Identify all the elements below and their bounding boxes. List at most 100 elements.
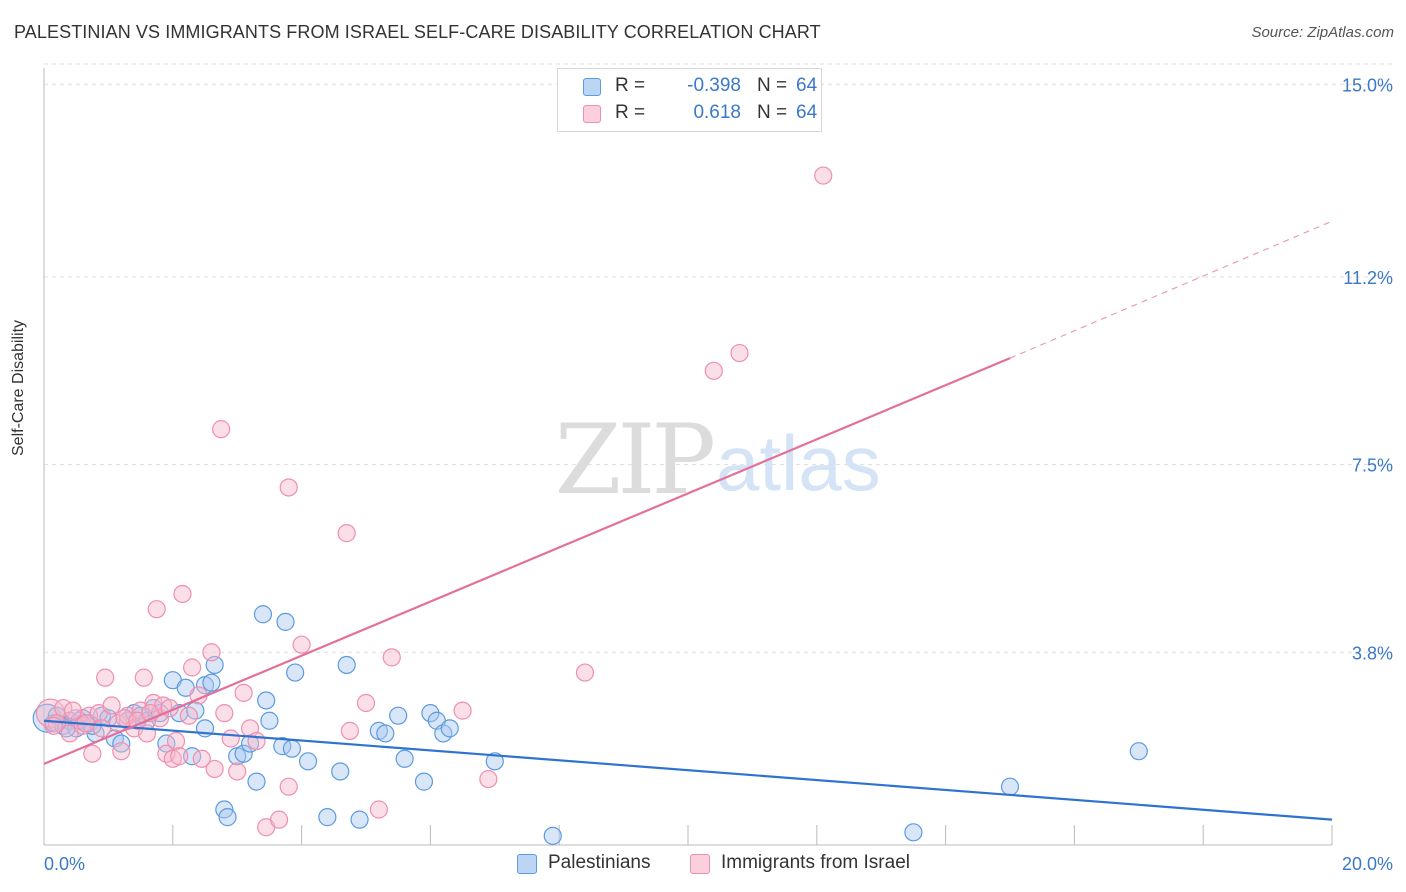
data-point — [112, 734, 131, 753]
data-point — [44, 716, 63, 735]
legend-n-label: N = — [757, 102, 788, 123]
data-point — [73, 716, 92, 735]
data-point — [92, 719, 112, 738]
legend-r-value: 0.618 — [693, 102, 741, 123]
data-point — [298, 752, 318, 771]
legend-r-value: -0.398 — [687, 75, 741, 96]
data-point — [218, 808, 237, 827]
data-point — [212, 420, 231, 439]
x-tick-label: 20.0% — [1342, 854, 1393, 874]
data-point — [292, 635, 311, 654]
legend-n-value: 64 — [796, 102, 818, 123]
data-point — [202, 643, 221, 662]
data-point — [1000, 777, 1020, 796]
bottom-legend-label: Palestinians — [548, 852, 651, 873]
data-point — [479, 769, 498, 789]
watermark: ZIP atlas — [555, 404, 881, 516]
bottom-legend-swatch-pink — [690, 854, 710, 874]
y-tick-label: 11.2% — [1343, 268, 1393, 288]
data-point — [282, 739, 302, 758]
trend-line-extension — [1009, 220, 1333, 359]
data-point — [337, 655, 356, 675]
y-tick-label: 3.8% — [1352, 643, 1393, 663]
data-point — [904, 823, 923, 842]
data-point — [183, 658, 202, 677]
data-point — [440, 719, 459, 738]
data-point — [205, 759, 224, 779]
data-point — [356, 693, 376, 713]
data-point — [395, 749, 414, 768]
data-point — [485, 752, 504, 771]
data-point — [337, 524, 356, 543]
grid-lines — [44, 63, 1393, 653]
x-tick-label: 0.0% — [44, 854, 85, 874]
legend-swatch-pink — [583, 105, 601, 123]
data-point — [704, 361, 723, 380]
y-axis-label: Self-Care Disability — [10, 319, 27, 456]
data-point — [234, 683, 253, 702]
legend-r-label: R = — [615, 102, 646, 123]
watermark-atlas: atlas — [716, 419, 881, 507]
legend-n-label: N = — [757, 75, 788, 96]
data-point — [215, 704, 234, 723]
data-point — [166, 731, 186, 751]
data-point — [543, 826, 562, 845]
data-point — [276, 612, 295, 631]
data-point — [575, 663, 595, 682]
data-point — [1129, 742, 1148, 761]
data-point — [331, 762, 350, 781]
data-point — [376, 724, 395, 743]
data-point — [112, 742, 131, 761]
data-point — [47, 706, 66, 725]
legend-r-label: R = — [615, 75, 646, 96]
data-point — [147, 600, 166, 619]
data-point — [63, 701, 83, 720]
data-point — [257, 691, 276, 710]
data-point — [730, 343, 749, 363]
data-point — [228, 762, 247, 781]
y-tick-label: 15.0% — [1342, 75, 1393, 95]
data-point — [179, 706, 198, 725]
data-point — [279, 478, 298, 497]
chart-title: PALESTINIAN VS IMMIGRANTS FROM ISRAEL SE… — [14, 22, 821, 42]
data-point — [279, 777, 298, 796]
data-point — [134, 668, 153, 687]
data-point — [382, 648, 401, 667]
data-point — [814, 166, 833, 185]
data-point — [260, 711, 279, 730]
data-point — [173, 584, 192, 604]
data-point — [350, 810, 369, 829]
legend-n-value: 64 — [796, 75, 818, 96]
chart-source: Source: ZipAtlas.com — [1251, 24, 1394, 41]
data-point — [286, 663, 305, 682]
data-point — [269, 810, 289, 829]
data-point — [453, 701, 472, 720]
series-immigrants-from-israel — [35, 166, 833, 837]
y-tick-label: 7.5% — [1352, 456, 1393, 476]
tick-labels: 3.8% 7.5% 11.2% 15.0% 0.0% 20.0% — [44, 75, 1393, 874]
series-palestinians — [32, 605, 1148, 845]
trend-line — [43, 719, 1333, 821]
correlation-legend: R = -0.398 N = 64 R = 0.618 N = 64 — [557, 68, 822, 132]
data-point — [389, 706, 408, 725]
data-point — [369, 800, 388, 819]
bottom-legend-swatch-blue — [517, 854, 537, 874]
data-point — [421, 704, 440, 723]
legend-swatch-blue — [583, 78, 601, 96]
data-point — [192, 749, 211, 768]
data-point — [96, 668, 115, 687]
data-point — [340, 721, 359, 740]
data-point — [102, 696, 121, 715]
trend-line — [43, 357, 1011, 765]
data-point — [83, 744, 102, 763]
data-point — [202, 673, 221, 692]
data-point — [234, 744, 253, 763]
data-point — [221, 729, 240, 748]
watermark-zip: ZIP — [555, 404, 714, 516]
data-point — [247, 772, 266, 791]
data-point — [253, 605, 273, 624]
data-point — [318, 808, 337, 827]
data-point — [414, 772, 434, 791]
data-point — [170, 747, 189, 766]
